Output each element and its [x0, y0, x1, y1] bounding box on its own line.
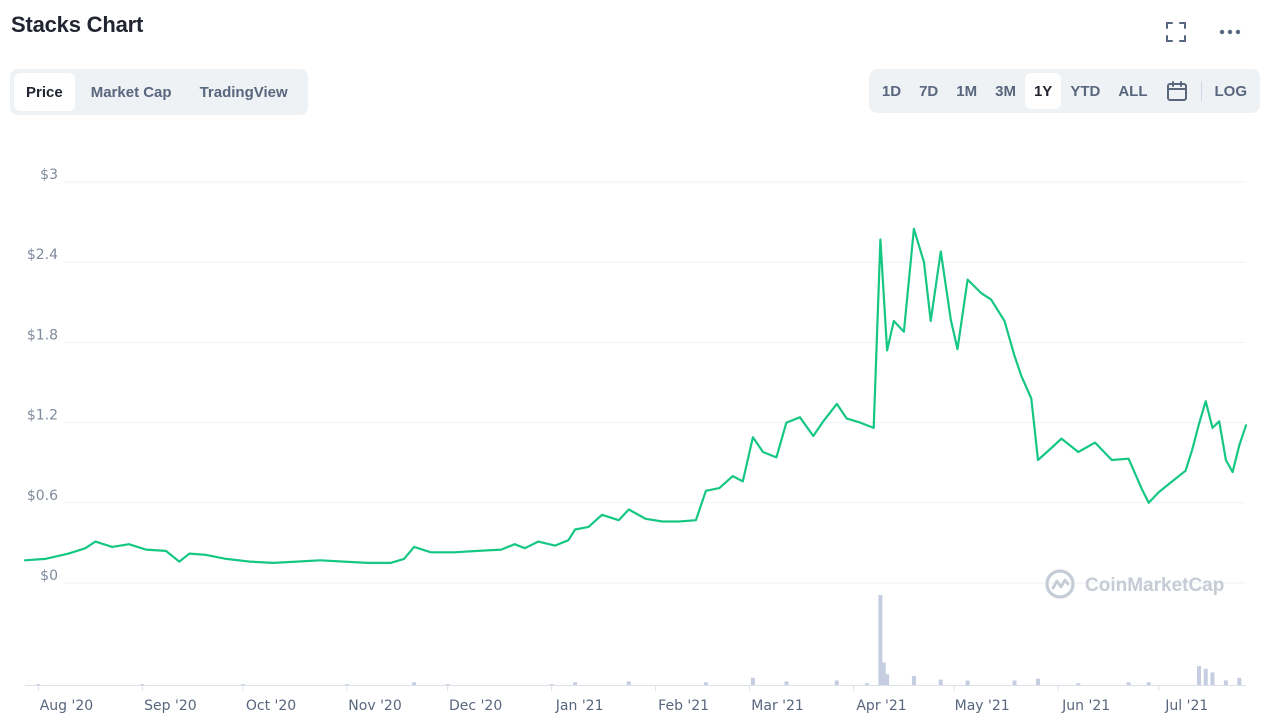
- y-axis-ticks: $0 $0.6 $1.2 $1.8 $2.4 $3: [27, 167, 58, 584]
- x-tick-label: Apr '21: [856, 698, 906, 714]
- volume-bar: [549, 684, 554, 686]
- y-tick-label: $1.2: [27, 408, 58, 424]
- chart-type-tabs: Price Market Cap TradingView: [10, 69, 308, 115]
- volume-bar: [1012, 680, 1017, 685]
- volume-bar: [573, 682, 578, 685]
- log-toggle[interactable]: LOG: [1214, 82, 1248, 100]
- volume-bar: [878, 595, 883, 685]
- price-line-series: [23, 227, 1248, 564]
- volume-bar: [1146, 682, 1151, 685]
- calendar-icon: [1166, 81, 1187, 101]
- volume-bar: [1237, 677, 1242, 685]
- x-tick-label: Oct '20: [246, 698, 296, 714]
- volume-bar: [445, 684, 450, 686]
- range-1y[interactable]: 1Y: [1024, 73, 1062, 109]
- price-chart[interactable]: $0 $0.6 $1.2 $1.8 $2.4 $3 CoinMarketCap Aug '…: [0, 140, 1280, 721]
- x-tick-label: Jun '21: [1061, 698, 1110, 714]
- volume-bars: [36, 595, 1242, 686]
- volume-bar: [1203, 668, 1208, 685]
- x-tick-label: Jul '21: [1164, 698, 1208, 714]
- range-7d[interactable]: 7D: [919, 82, 939, 100]
- volume-bar: [864, 683, 869, 685]
- volume-bar: [1036, 678, 1041, 685]
- volume-bar: [345, 684, 350, 686]
- x-tick-label: Aug '20: [40, 698, 93, 714]
- volume-bar: [412, 682, 417, 685]
- volume-bar: [626, 681, 631, 685]
- range-all[interactable]: ALL: [1118, 82, 1148, 100]
- volume-bar: [885, 674, 890, 685]
- x-tick-label: Sep '20: [144, 698, 197, 714]
- coinmarketcap-watermark: CoinMarketCap: [1045, 569, 1224, 599]
- volume-bar: [938, 679, 943, 685]
- range-1d[interactable]: 1D: [881, 82, 902, 100]
- volume-bar: [1197, 666, 1202, 685]
- x-tick-label: Feb '21: [658, 698, 709, 714]
- tab-price[interactable]: Price: [14, 73, 75, 111]
- volume-bar: [1076, 683, 1081, 685]
- page-title: Stacks Chart: [11, 12, 144, 37]
- time-range-selector: 1D 7D 1M 3M 1Y YTD ALL LOG: [868, 69, 1260, 113]
- range-1m[interactable]: 1M: [956, 82, 978, 100]
- volume-bar: [1210, 672, 1215, 685]
- chart-toolbar-icons: [1164, 20, 1242, 44]
- calendar-button[interactable]: [1157, 73, 1197, 109]
- volume-bar: [911, 676, 916, 685]
- tab-market-cap[interactable]: Market Cap: [90, 83, 172, 101]
- watermark-text: CoinMarketCap: [1085, 575, 1224, 596]
- volume-bar: [1126, 682, 1131, 685]
- coinmarketcap-logo-icon: [1045, 569, 1075, 599]
- volume-bar: [750, 677, 755, 685]
- x-tick-label: May '21: [955, 698, 1010, 714]
- volume-bar: [965, 680, 970, 685]
- fullscreen-icon[interactable]: [1164, 20, 1188, 44]
- y-tick-label: $3: [40, 167, 58, 183]
- y-tick-label: $1.8: [27, 327, 58, 343]
- range-divider: [1200, 81, 1202, 101]
- volume-bar: [784, 681, 789, 685]
- more-icon[interactable]: [1218, 20, 1242, 44]
- volume-bar: [140, 684, 145, 686]
- y-tick-label: $2.4: [27, 247, 58, 263]
- x-tick-label: Dec '20: [449, 698, 502, 714]
- x-tick-label: Nov '20: [348, 698, 401, 714]
- chart-grid: [25, 181, 1246, 686]
- volume-bar: [834, 680, 839, 685]
- y-tick-label: $0.6: [27, 488, 58, 504]
- y-tick-label: $0: [40, 568, 58, 584]
- volume-bar: [703, 682, 708, 685]
- tab-tradingview[interactable]: TradingView: [199, 83, 288, 101]
- volume-bar: [1223, 680, 1228, 685]
- range-ytd[interactable]: YTD: [1070, 82, 1101, 100]
- range-3m[interactable]: 3M: [995, 82, 1016, 100]
- volume-bar: [881, 662, 886, 685]
- x-tick-label: Jan '21: [555, 698, 604, 714]
- volume-bar: [36, 684, 41, 686]
- x-tick-label: Mar '21: [751, 698, 804, 714]
- volume-bar: [241, 684, 246, 686]
- x-axis-ticks: Aug '20 Sep '20 Oct '20 Nov '20 Dec '20 Jan '…: [37, 686, 1208, 714]
- price-line: [23, 227, 1248, 564]
